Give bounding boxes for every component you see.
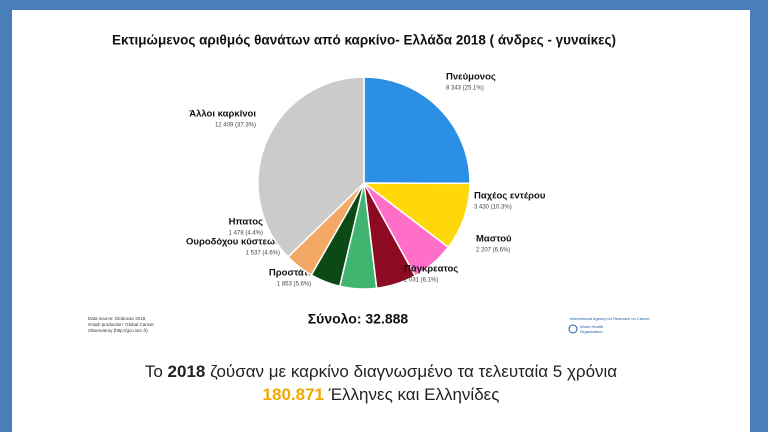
source: Graph production: Global Cancer: [88, 322, 155, 327]
footer-year: 2018: [167, 362, 206, 381]
slice-value: 1 478 (4.4%): [229, 231, 263, 237]
slice-label: Προστάτου: [269, 268, 320, 279]
source: Data source: Globocan 2018: [88, 316, 146, 321]
slice-label: Μαστού: [476, 234, 512, 245]
chart-title: Εκτιμώμενος αριθμός θανάτων από καρκίνο-…: [112, 33, 616, 48]
slice-label: Παχέος εντέρου: [474, 191, 546, 202]
total: Σύνολο: 32.888: [308, 311, 409, 327]
slice-label: Ηπατος: [229, 217, 263, 228]
footer-text: Το: [144, 362, 168, 381]
slice-label: Πνεύμονος: [446, 72, 496, 83]
slice-value: 2 207 (6.6%): [476, 248, 510, 254]
slice-value: 8 343 (25.1%): [446, 86, 484, 92]
slice-value: 2 031 (6.1%): [404, 278, 438, 284]
slice-value: 12 409 (37.3%): [215, 123, 256, 129]
pie-slice: [363, 76, 471, 185]
logo-text: World Health: [580, 324, 603, 329]
slide: Εκτιμώμενος αριθμός θανάτων από καρκίνο-…: [12, 10, 750, 432]
slice-value: 3 430 (10.3%): [474, 205, 512, 211]
logo-icon: [568, 324, 578, 334]
source: Observatory (http://gco.iarc.fr): [88, 328, 148, 333]
slice-label: Πάγκρεατος: [404, 264, 458, 275]
chart: Εκτιμώμενος αριθμός θανάτων από καρκίνο-…: [88, 33, 650, 335]
pie-slice: [257, 76, 365, 258]
slice-value: 1 537 (4.6%): [246, 251, 280, 257]
footer-text: ζούσαν με καρκίνο διαγνωσμένο τα τελευτα…: [205, 362, 618, 381]
logo-text: Organization: [580, 329, 603, 334]
footer-line: Το 2018 ζούσαν με καρκίνο διαγνωσμένο τα…: [12, 362, 750, 382]
logo-text: International Agency for Research on Can…: [570, 316, 650, 321]
footer-number: 180.871: [262, 385, 324, 404]
slice-label: Ουροδόχου κύστεως: [186, 237, 280, 248]
footer-text: Έλληνες και Ελληνίδες: [324, 385, 500, 404]
slice-value: 1 853 (5.6%): [277, 282, 311, 288]
footer-line: 180.871 Έλληνες και Ελληνίδες: [12, 385, 750, 405]
slice-label: Άλλοι καρκίνοι: [189, 109, 256, 120]
